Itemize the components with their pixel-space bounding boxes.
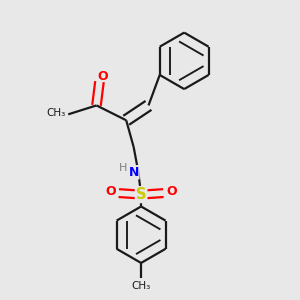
Text: CH₃: CH₃ <box>131 281 151 291</box>
Text: CH₃: CH₃ <box>46 108 65 118</box>
Text: O: O <box>167 185 177 198</box>
Text: S: S <box>136 187 146 202</box>
Text: H: H <box>118 164 127 173</box>
Text: O: O <box>105 185 116 198</box>
Text: N: N <box>128 166 139 179</box>
Text: O: O <box>97 70 108 83</box>
